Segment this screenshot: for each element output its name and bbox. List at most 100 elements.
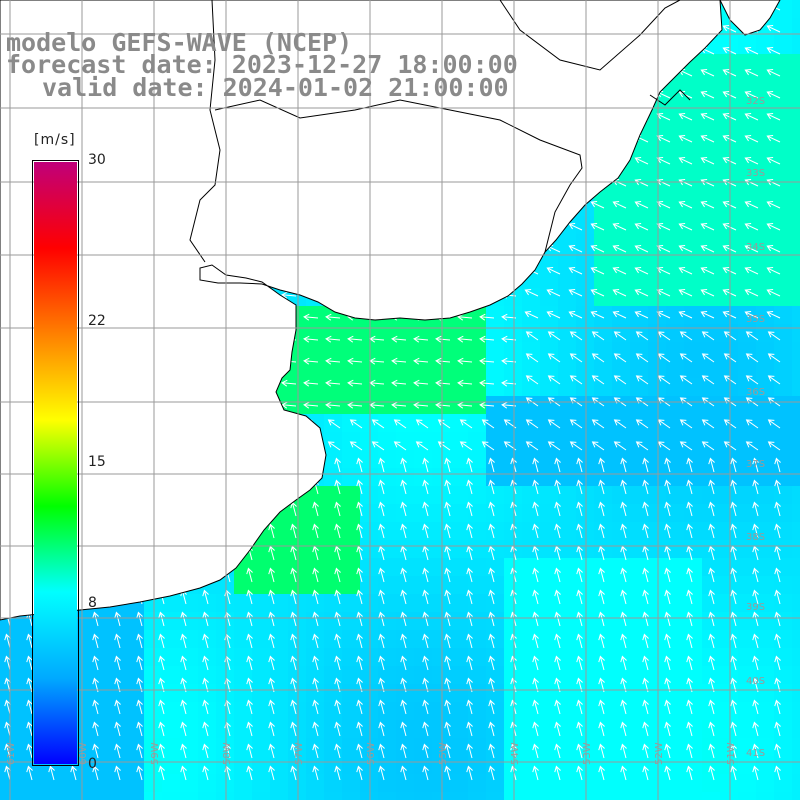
wind-cell <box>486 702 504 720</box>
wind-cell <box>756 612 774 630</box>
wind-cell <box>648 306 666 324</box>
wind-cell <box>468 594 486 612</box>
wind-cell <box>486 558 504 576</box>
wind-cell <box>774 54 792 72</box>
wind-cell <box>702 756 720 774</box>
wind-arrow <box>281 291 297 299</box>
wind-cell <box>684 144 702 162</box>
wind-arrow <box>569 419 583 429</box>
wind-arrow <box>202 611 209 627</box>
wind-arrow <box>774 501 781 517</box>
wind-cell <box>720 684 738 702</box>
wind-arrow <box>590 244 605 253</box>
wind-cell <box>738 486 756 504</box>
wind-cell <box>180 666 198 684</box>
wind-arrow <box>730 479 737 495</box>
wind-cell <box>396 468 414 486</box>
wind-cell <box>486 612 504 630</box>
wind-arrow <box>180 721 187 737</box>
wind-cell <box>792 198 800 216</box>
wind-cell <box>90 756 108 774</box>
wind-arrow <box>569 375 583 385</box>
latitude-label: 36S <box>746 387 765 398</box>
wind-cell <box>702 360 720 378</box>
wind-arrow <box>479 401 495 409</box>
wind-arrow <box>393 441 407 451</box>
wind-arrow <box>598 633 605 649</box>
wind-arrow <box>576 457 583 473</box>
wind-cell <box>774 594 792 612</box>
wind-cell <box>486 540 504 558</box>
wind-cell <box>702 396 720 414</box>
wind-cell <box>666 342 684 360</box>
wind-arrow <box>774 699 781 715</box>
wind-cell <box>342 360 360 378</box>
wind-arrow <box>378 611 385 627</box>
wind-arrow <box>488 699 495 715</box>
wind-cell <box>468 396 486 414</box>
wind-cell <box>648 540 666 558</box>
wind-arrow <box>686 523 693 539</box>
wind-cell <box>144 666 162 684</box>
wind-cell <box>144 720 162 738</box>
wind-cell <box>630 180 648 198</box>
wind-arrow <box>547 353 561 363</box>
wind-arrow <box>686 479 693 495</box>
wind-arrow <box>700 288 715 297</box>
wind-cell <box>522 684 540 702</box>
wind-cell <box>666 288 684 306</box>
wind-cell <box>756 702 774 720</box>
wind-arrow <box>700 310 715 319</box>
wind-arrow <box>700 156 715 165</box>
wind-cell <box>36 792 54 800</box>
wind-cell <box>756 198 774 216</box>
wind-cell <box>486 486 504 504</box>
wind-arrow <box>612 222 627 231</box>
wind-cell <box>648 792 666 800</box>
wind-cell <box>216 720 234 738</box>
wind-cell <box>360 684 378 702</box>
wind-arrow <box>708 567 715 583</box>
wind-cell <box>792 594 800 612</box>
wind-cell <box>522 540 540 558</box>
wind-cell <box>792 576 800 594</box>
wind-cell <box>774 486 792 504</box>
wind-arrow <box>700 90 715 99</box>
wind-arrow <box>664 457 671 473</box>
wind-cell <box>378 558 396 576</box>
wind-cell <box>756 450 774 468</box>
wind-cell <box>576 306 594 324</box>
wind-cell <box>774 342 792 360</box>
wind-cell <box>396 522 414 540</box>
wind-arrow <box>303 379 319 387</box>
wind-cell <box>612 252 630 270</box>
wind-cell <box>270 774 288 792</box>
wind-cell <box>144 612 162 630</box>
wind-arrow <box>591 419 605 429</box>
wind-arrow <box>158 633 165 649</box>
wind-cell <box>630 360 648 378</box>
wind-cell <box>666 234 684 252</box>
wind-cell <box>756 792 774 800</box>
wind-cell <box>360 576 378 594</box>
wind-cell <box>306 612 324 630</box>
wind-cell <box>684 180 702 198</box>
wind-cell <box>324 450 342 468</box>
wind-cell <box>162 648 180 666</box>
wind-cell <box>594 216 612 234</box>
wind-cell <box>702 270 720 288</box>
wind-cell <box>594 270 612 288</box>
wind-cell <box>720 54 738 72</box>
wind-cell <box>684 486 702 504</box>
wind-cell <box>720 648 738 666</box>
wind-arrow <box>532 589 539 605</box>
wind-cell <box>450 756 468 774</box>
wind-cell <box>108 756 126 774</box>
wind-arrow <box>657 331 671 341</box>
wind-arrow <box>246 611 253 627</box>
wind-cell <box>558 342 576 360</box>
wind-arrow <box>180 611 187 627</box>
wind-cell <box>414 774 432 792</box>
wind-cell <box>360 594 378 612</box>
wind-arrow <box>766 24 781 33</box>
